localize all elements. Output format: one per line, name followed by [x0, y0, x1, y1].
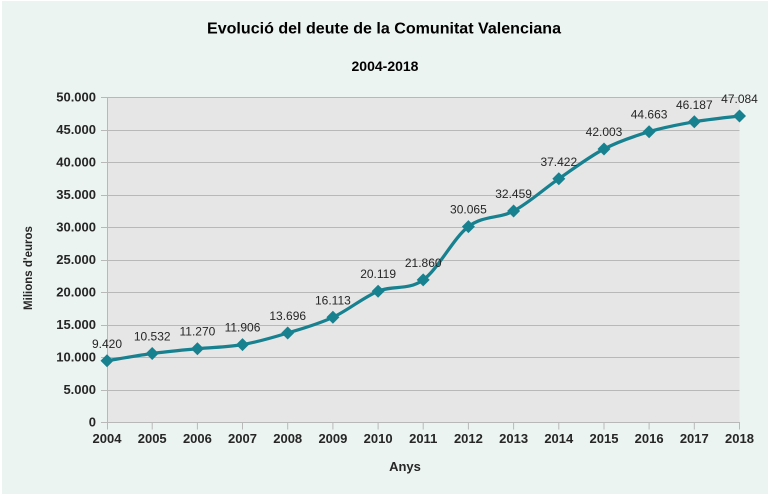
- svg-text:45.000: 45.000: [56, 122, 96, 137]
- svg-text:30.065: 30.065: [450, 203, 487, 217]
- svg-text:16.113: 16.113: [315, 293, 351, 307]
- svg-text:9.420: 9.420: [92, 337, 122, 351]
- svg-text:0: 0: [89, 415, 96, 430]
- svg-text:25.000: 25.000: [56, 252, 96, 267]
- svg-text:21.860: 21.860: [405, 256, 442, 270]
- svg-text:2005: 2005: [138, 431, 167, 446]
- svg-text:5.000: 5.000: [63, 382, 96, 397]
- svg-text:46.187: 46.187: [676, 98, 713, 112]
- svg-text:2014: 2014: [544, 431, 574, 446]
- svg-text:2016: 2016: [635, 431, 664, 446]
- svg-text:2009: 2009: [318, 431, 347, 446]
- svg-text:37.422: 37.422: [540, 155, 577, 169]
- svg-text:2018: 2018: [725, 431, 754, 446]
- svg-text:20.119: 20.119: [360, 267, 396, 281]
- svg-text:30.000: 30.000: [56, 220, 96, 235]
- svg-text:11.270: 11.270: [179, 325, 215, 339]
- svg-text:Anys: Anys: [389, 459, 421, 474]
- svg-text:2012: 2012: [454, 431, 483, 446]
- svg-text:40.000: 40.000: [56, 155, 96, 170]
- svg-text:10.000: 10.000: [56, 350, 96, 365]
- svg-text:42.003: 42.003: [586, 125, 623, 139]
- svg-text:35.000: 35.000: [56, 187, 96, 202]
- svg-text:10.532: 10.532: [134, 330, 171, 344]
- svg-text:2017: 2017: [680, 431, 709, 446]
- svg-text:2004: 2004: [93, 431, 123, 446]
- svg-text:11.906: 11.906: [225, 321, 261, 335]
- svg-text:15.000: 15.000: [56, 317, 96, 332]
- svg-text:2010: 2010: [364, 431, 393, 446]
- svg-text:2011: 2011: [409, 431, 437, 446]
- svg-text:2007: 2007: [228, 431, 257, 446]
- svg-text:44.663: 44.663: [631, 108, 668, 122]
- svg-text:Milions d'euros: Milions d'euros: [23, 226, 35, 310]
- svg-text:47.084: 47.084: [721, 92, 758, 106]
- svg-text:13.696: 13.696: [269, 309, 306, 323]
- svg-text:32.459: 32.459: [495, 187, 532, 201]
- svg-text:2015: 2015: [590, 431, 619, 446]
- svg-text:2006: 2006: [183, 431, 212, 446]
- svg-text:50.000: 50.000: [56, 90, 96, 105]
- svg-text:20.000: 20.000: [56, 285, 96, 300]
- svg-text:2004-2018: 2004-2018: [352, 58, 419, 74]
- svg-text:2008: 2008: [273, 431, 302, 446]
- svg-text:2013: 2013: [499, 431, 528, 446]
- svg-text:Evolució del deute de la Comun: Evolució del deute de la Comunitat Valen…: [207, 21, 561, 38]
